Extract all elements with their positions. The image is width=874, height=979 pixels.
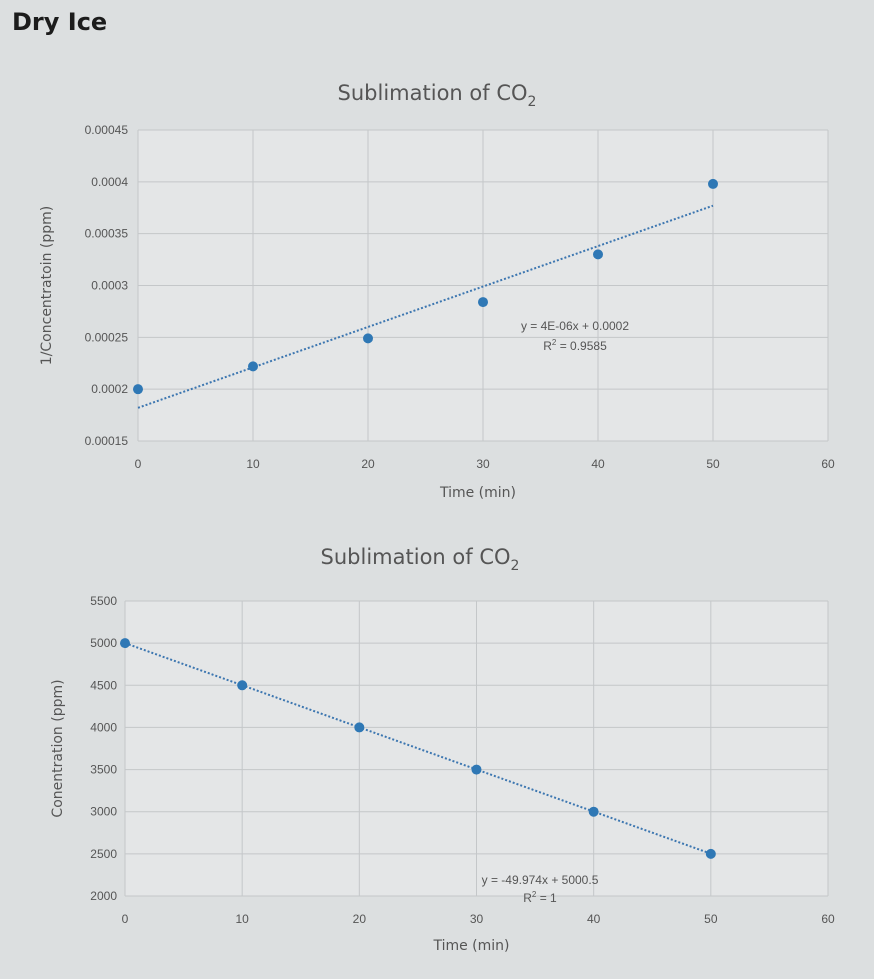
trendline-r-squared: R2 = 0.9585 (543, 338, 607, 353)
data-point (708, 178, 718, 189)
x-tick-label: 40 (587, 912, 601, 926)
trendline-equation: y = -49.974x + 5000.5 (482, 873, 599, 887)
data-point (354, 722, 365, 733)
chart-title: Sublimation of CO2 (338, 81, 537, 110)
x-axis-label: Time (min) (439, 485, 516, 501)
page-title: Dry Ice (12, 8, 108, 36)
data-point (363, 333, 373, 344)
x-tick-label: 60 (821, 457, 835, 471)
data-point (120, 638, 130, 649)
chart-2: 2000 2500 3000 3500 4000 4500 5000 5500 0 10 20 30 4… (50, 545, 835, 954)
data-point (248, 361, 258, 372)
y-tick-label: 0.0002 (91, 382, 128, 396)
y-tick-label: 5000 (90, 636, 117, 650)
x-tick-label: 0 (135, 457, 142, 471)
data-point (588, 806, 599, 817)
chart-title-subscript: 2 (528, 94, 537, 110)
y-tick-label: 0.00045 (85, 123, 129, 137)
y-tick-label: 0.00035 (85, 227, 129, 241)
y-tick-label: 2500 (90, 847, 117, 861)
trendline (137, 204, 714, 409)
x-tick-label: 20 (361, 457, 375, 471)
x-axis-label: Time (min) (432, 938, 509, 954)
y-axis-label: 1/Concentratoin (ppm) (39, 206, 55, 365)
x-tick-label: 10 (246, 457, 260, 471)
data-point (478, 297, 488, 308)
x-tick-label: 20 (353, 912, 367, 926)
chart-title-subscript: 2 (511, 558, 520, 574)
x-tick-label: 50 (704, 912, 718, 926)
y-tick-label: 0.0004 (91, 175, 128, 189)
y-tick-label: 3000 (90, 805, 117, 819)
data-point (705, 848, 716, 859)
x-tick-label: 60 (821, 912, 835, 926)
chart-1: 0.00015 0.0002 0.00025 0.0003 0.00035 0.0004 0… (39, 81, 835, 501)
x-tick-label: 10 (235, 912, 249, 926)
y-tick-label: 0.00025 (85, 330, 129, 344)
x-tick-label: 0 (122, 912, 129, 926)
x-tick-label: 30 (476, 457, 490, 471)
trendline-equation: y = 4E-06x + 0.0002 (521, 319, 629, 333)
x-tick-label: 50 (706, 457, 720, 471)
y-tick-label: 4500 (90, 678, 117, 692)
data-point (471, 764, 482, 775)
data-point (593, 249, 603, 260)
data-point (237, 680, 248, 691)
x-tick-label: 40 (591, 457, 605, 471)
y-tick-label: 3500 (90, 763, 117, 777)
data-point (133, 384, 143, 395)
y-tick-label: 5500 (90, 594, 117, 608)
x-tick-label: 30 (470, 912, 484, 926)
y-tick-label: 2000 (90, 889, 117, 903)
trendline-r-squared: R2 = 1 (523, 890, 557, 905)
y-axis-label: Conentration (ppm) (50, 679, 66, 817)
chart-title: Sublimation of CO2 (321, 545, 520, 574)
y-tick-label: 0.0003 (91, 279, 128, 293)
y-tick-label: 0.00015 (85, 434, 129, 448)
y-tick-label: 4000 (90, 720, 117, 734)
